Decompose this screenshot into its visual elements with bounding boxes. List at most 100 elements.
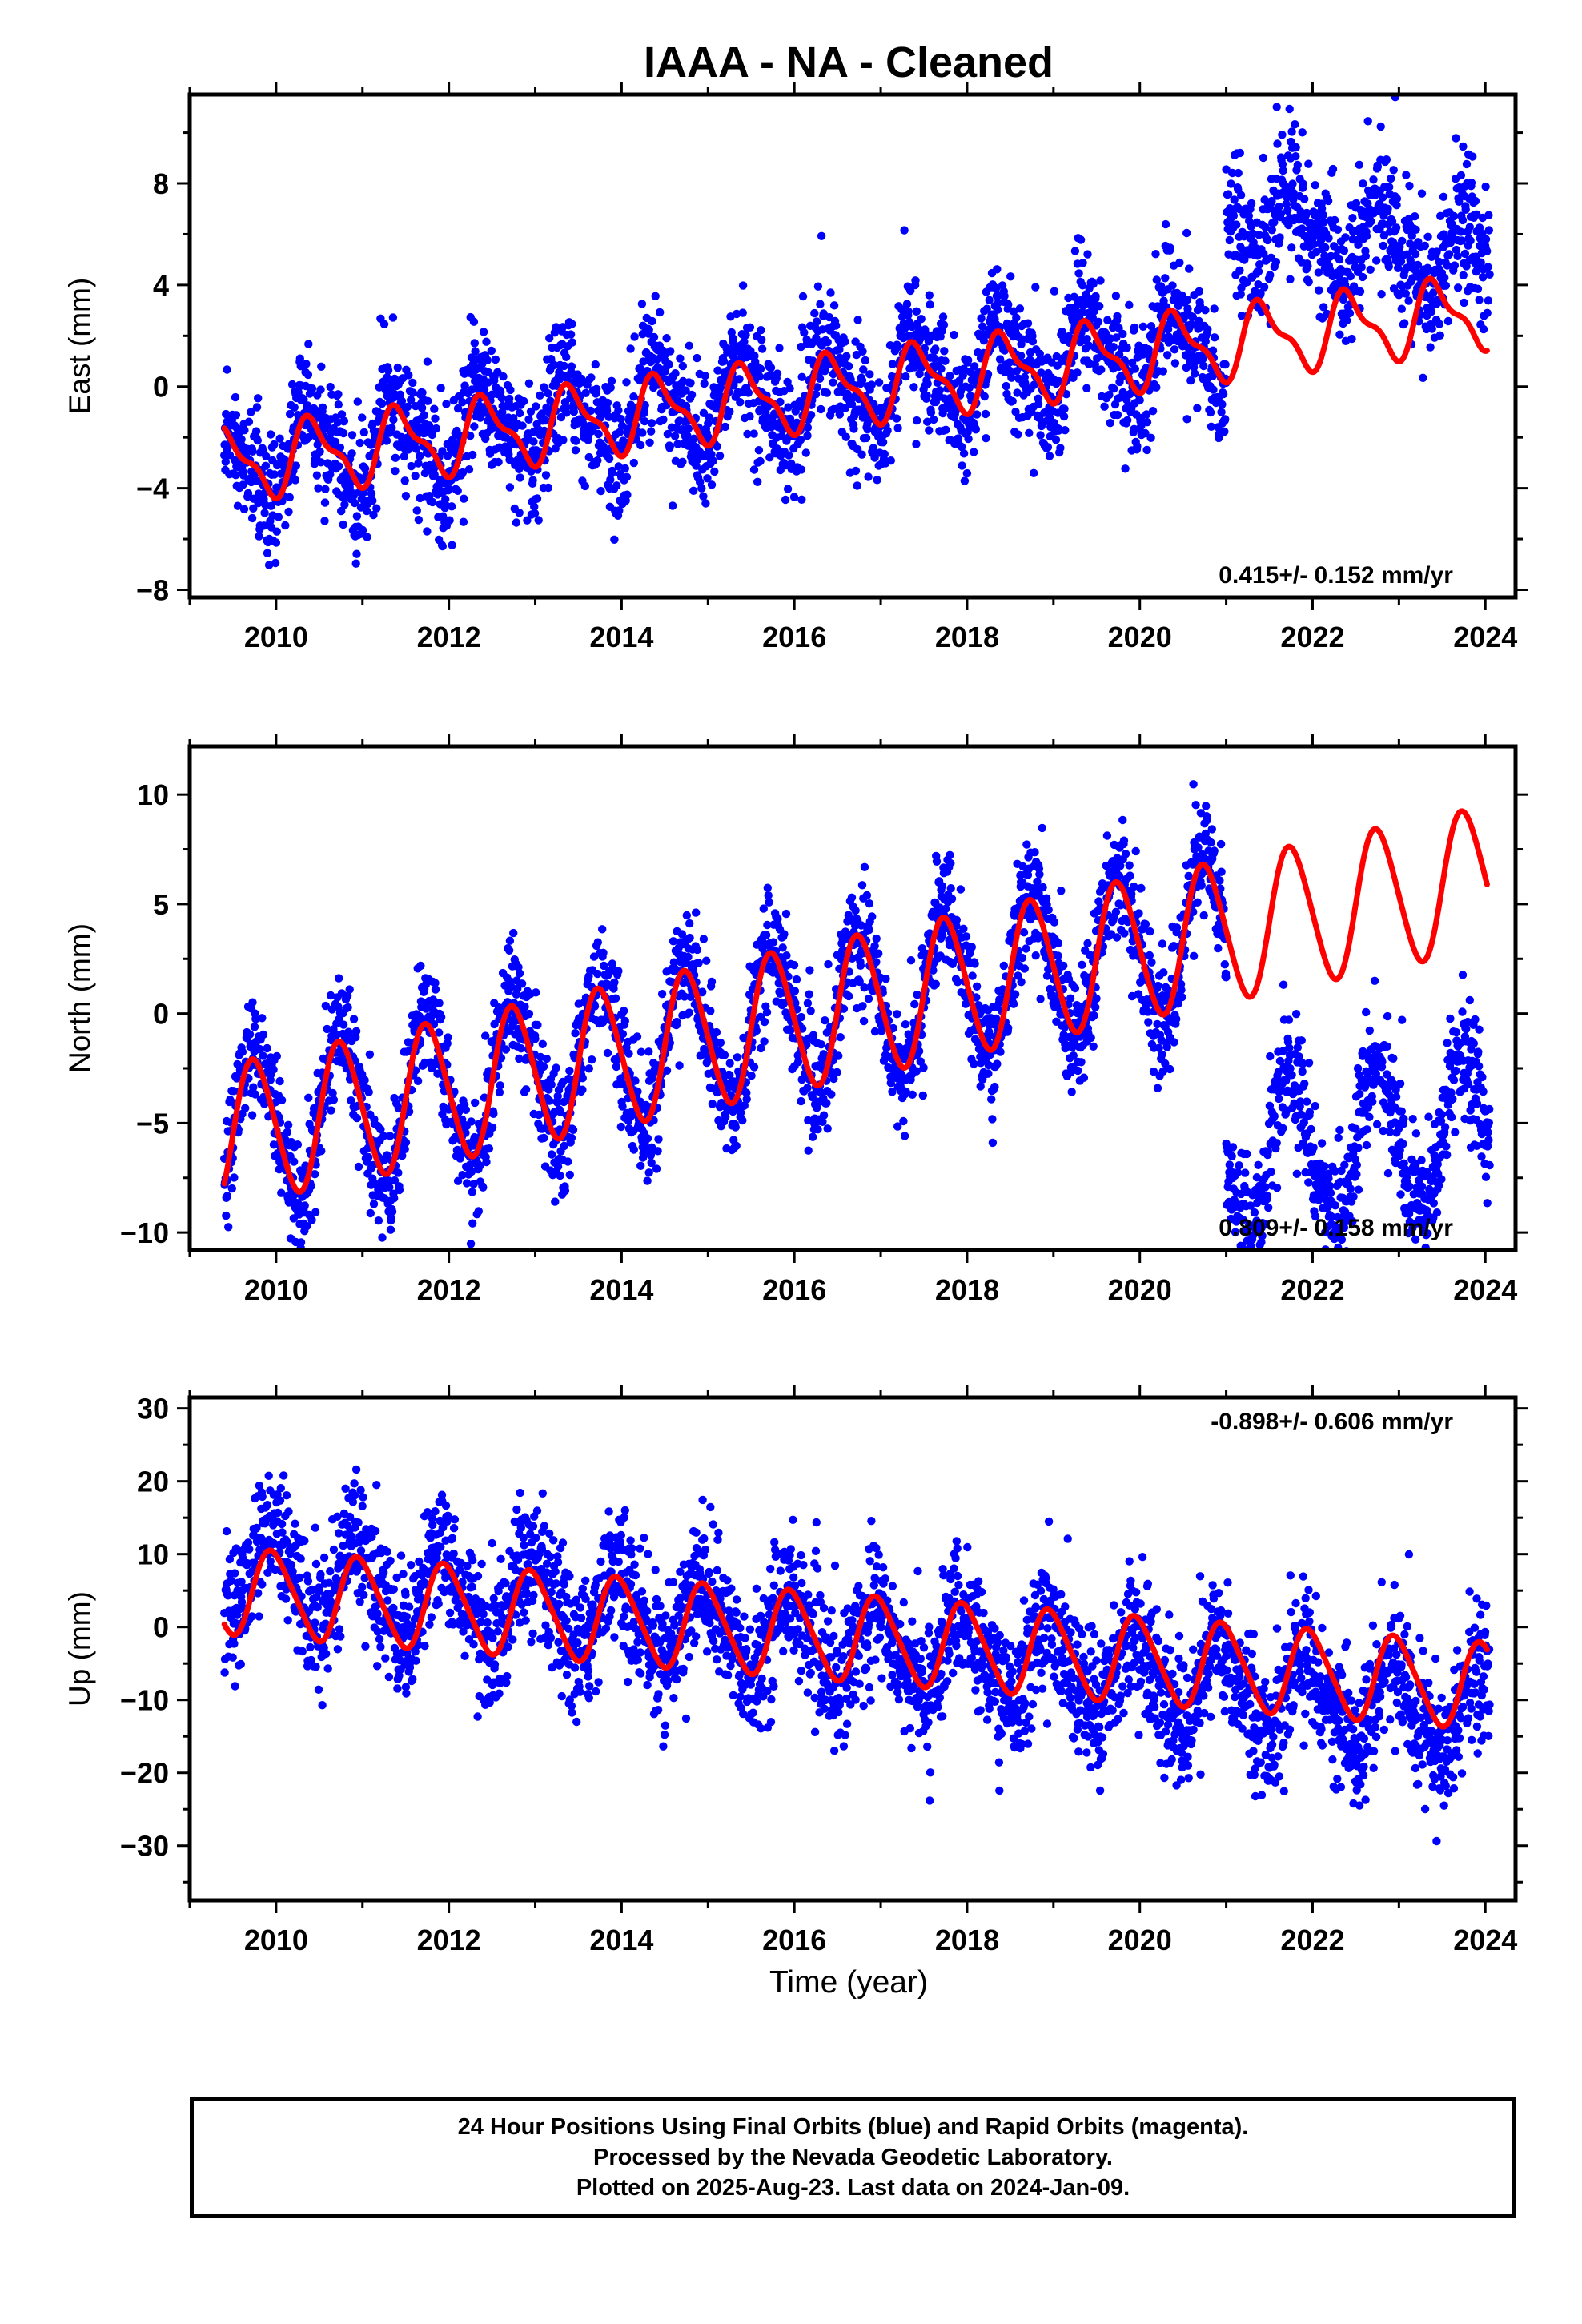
east-point — [420, 468, 430, 478]
north-point — [347, 1096, 355, 1105]
east-point — [1232, 220, 1241, 229]
east-point — [1170, 345, 1179, 354]
east-rate-label: 0.415+/- 0.152 mm/yr — [1219, 562, 1453, 589]
north-point — [300, 1201, 309, 1210]
east-point — [1304, 159, 1313, 168]
east-point — [614, 406, 623, 415]
east-point — [1188, 312, 1198, 321]
north-point — [509, 928, 518, 938]
east-point — [1407, 231, 1417, 240]
east-point — [1106, 419, 1114, 428]
east-point — [852, 350, 861, 360]
east-point — [1461, 205, 1470, 214]
east-point — [1382, 155, 1391, 164]
east-point — [530, 509, 540, 518]
east-x-tick-label: 2016 — [762, 621, 826, 653]
east-point — [736, 398, 745, 407]
north-point — [390, 1194, 399, 1203]
east-point — [594, 429, 603, 439]
east-point — [1146, 433, 1155, 442]
east-point — [1435, 331, 1445, 340]
north-point — [394, 1168, 403, 1177]
north-point — [542, 1054, 551, 1063]
east-point — [738, 308, 747, 317]
east-point — [556, 412, 566, 422]
east-point — [239, 480, 247, 489]
east-point — [1082, 335, 1091, 344]
north-point — [797, 1012, 806, 1022]
east-point — [1096, 276, 1105, 285]
east-point — [735, 375, 744, 384]
east-point — [853, 316, 862, 324]
east-point — [1222, 165, 1231, 174]
east-point — [1343, 316, 1351, 325]
north-point — [790, 987, 800, 995]
east-point — [678, 457, 687, 466]
east-point — [940, 347, 949, 356]
north-point — [765, 898, 773, 907]
east-point — [290, 403, 299, 412]
north-point — [567, 1133, 576, 1143]
east-point — [1384, 262, 1394, 271]
east-point — [861, 356, 870, 365]
north-point — [692, 908, 701, 917]
north-point — [269, 1065, 278, 1074]
north-point — [416, 961, 425, 971]
east-point — [1007, 373, 1016, 382]
east-point — [1287, 127, 1296, 136]
east-point — [368, 497, 377, 505]
east-point — [700, 379, 709, 388]
north-point — [824, 959, 833, 969]
east-point — [259, 521, 268, 530]
east-point — [810, 308, 819, 318]
east-point — [506, 385, 515, 395]
east-point — [360, 464, 370, 473]
east-point — [1195, 287, 1204, 296]
north-point — [533, 1020, 542, 1030]
north-point — [804, 1146, 813, 1155]
east-point — [785, 384, 794, 393]
east-point — [1291, 143, 1300, 152]
east-point — [701, 372, 709, 380]
east-point — [1484, 263, 1492, 271]
north-point — [343, 991, 352, 1001]
east-y-tick-label: −4 — [136, 472, 169, 505]
east-point — [436, 384, 445, 392]
east-point — [865, 370, 874, 379]
east-point — [401, 492, 411, 501]
north-point — [769, 938, 778, 947]
east-point — [604, 454, 614, 464]
north-point — [564, 1157, 572, 1166]
north-point — [675, 1061, 684, 1070]
north-point — [413, 1076, 423, 1086]
east-point — [1089, 279, 1098, 288]
north-point — [277, 1188, 286, 1197]
east-point — [842, 352, 851, 360]
east-point — [1256, 289, 1265, 298]
east-point — [1234, 168, 1243, 178]
east-point — [616, 415, 625, 424]
east-point — [1367, 217, 1375, 226]
east-point — [1481, 235, 1491, 243]
north-point — [471, 1098, 480, 1108]
east-point — [1435, 257, 1443, 267]
east-point — [1432, 247, 1441, 256]
east-point — [893, 343, 902, 352]
east-point — [1317, 235, 1326, 244]
east-point — [1275, 203, 1283, 211]
east-point — [1008, 396, 1017, 406]
east-point — [1362, 231, 1371, 240]
east-point — [920, 344, 930, 353]
east-point — [939, 320, 949, 329]
east-point — [1261, 223, 1270, 231]
east-point — [1450, 261, 1460, 270]
east-point — [1413, 260, 1423, 270]
east-point — [428, 497, 437, 507]
north-point — [304, 1093, 313, 1103]
east-point — [629, 392, 638, 401]
east-point — [1223, 190, 1233, 199]
east-point — [339, 416, 349, 425]
east-point — [857, 376, 867, 385]
east-point — [662, 334, 671, 343]
east-point — [460, 494, 468, 503]
